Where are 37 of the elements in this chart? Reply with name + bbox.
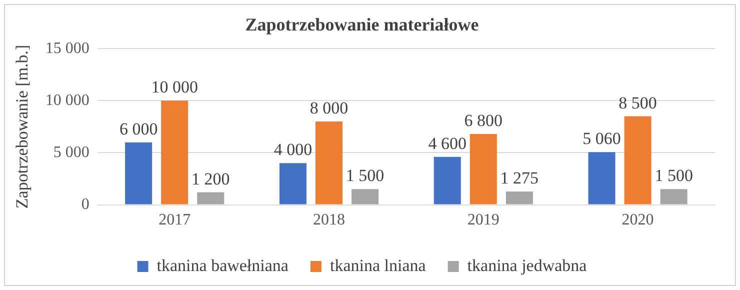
bar bbox=[624, 116, 652, 204]
data-label: 1 500 bbox=[654, 166, 693, 186]
legend-label: tkanina bawełniana bbox=[156, 256, 289, 275]
y-tick-label: 15 000 bbox=[45, 40, 90, 57]
data-label: 1 500 bbox=[346, 166, 384, 186]
chart-title: Zapotrzebowanie materiałowe bbox=[245, 14, 479, 34]
data-label: 4 600 bbox=[428, 134, 466, 153]
y-axis-title: Zapotrzebowanie [m.b.] bbox=[12, 44, 32, 209]
bar bbox=[660, 189, 688, 204]
bar bbox=[588, 152, 616, 204]
bar bbox=[197, 192, 224, 204]
bar bbox=[352, 189, 379, 204]
bar bbox=[434, 156, 461, 204]
data-label: 4 000 bbox=[274, 140, 312, 160]
y-tick-label: 0 bbox=[81, 196, 90, 214]
data-label: 6 000 bbox=[119, 119, 158, 138]
data-label: 1 275 bbox=[500, 168, 539, 188]
y-tick-label: 5 000 bbox=[53, 144, 90, 161]
y-tick-label: 10 000 bbox=[45, 92, 90, 109]
bar bbox=[506, 192, 533, 204]
x-tick-label: 2018 bbox=[313, 212, 345, 229]
data-label: 8 000 bbox=[310, 98, 348, 118]
x-tick-label: 2019 bbox=[467, 212, 500, 229]
data-label: 5 060 bbox=[582, 129, 621, 148]
data-label: 6 800 bbox=[464, 110, 503, 130]
bar bbox=[279, 163, 306, 204]
data-label: 1 200 bbox=[192, 169, 230, 188]
data-label: 10 000 bbox=[151, 78, 198, 97]
x-tick-label: 2017 bbox=[158, 212, 191, 229]
bar bbox=[125, 142, 152, 204]
bar bbox=[470, 134, 497, 204]
data-label: 8 500 bbox=[618, 93, 657, 112]
x-tick-label: 2020 bbox=[622, 212, 654, 229]
bar bbox=[315, 121, 343, 204]
legend-label: tkanina jedwabna bbox=[467, 256, 588, 275]
legend-label: tkanina lniana bbox=[330, 256, 426, 275]
bar bbox=[161, 100, 188, 204]
